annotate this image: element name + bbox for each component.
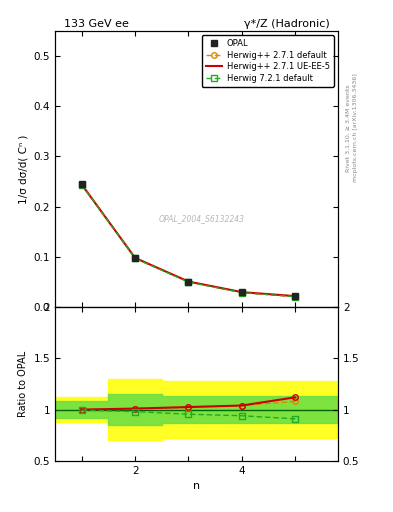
- X-axis label: n: n: [193, 481, 200, 491]
- Text: 133 GeV ee: 133 GeV ee: [64, 18, 129, 29]
- Y-axis label: 1/σ dσ/d( Cⁿ ): 1/σ dσ/d( Cⁿ ): [18, 134, 28, 204]
- Text: γ*/Z (Hadronic): γ*/Z (Hadronic): [244, 18, 329, 29]
- Legend: OPAL, Herwig++ 2.7.1 default, Herwig++ 2.7.1 UE-EE-5, Herwig 7.2.1 default: OPAL, Herwig++ 2.7.1 default, Herwig++ 2…: [202, 35, 334, 87]
- Text: mcplots.cern.ch [arXiv:1306.3436]: mcplots.cern.ch [arXiv:1306.3436]: [353, 74, 358, 182]
- Text: OPAL_2004_S6132243: OPAL_2004_S6132243: [159, 214, 245, 223]
- Text: Rivet 3.1.10, ≥ 3.4M events: Rivet 3.1.10, ≥ 3.4M events: [345, 84, 350, 172]
- Y-axis label: Ratio to OPAL: Ratio to OPAL: [18, 351, 28, 417]
